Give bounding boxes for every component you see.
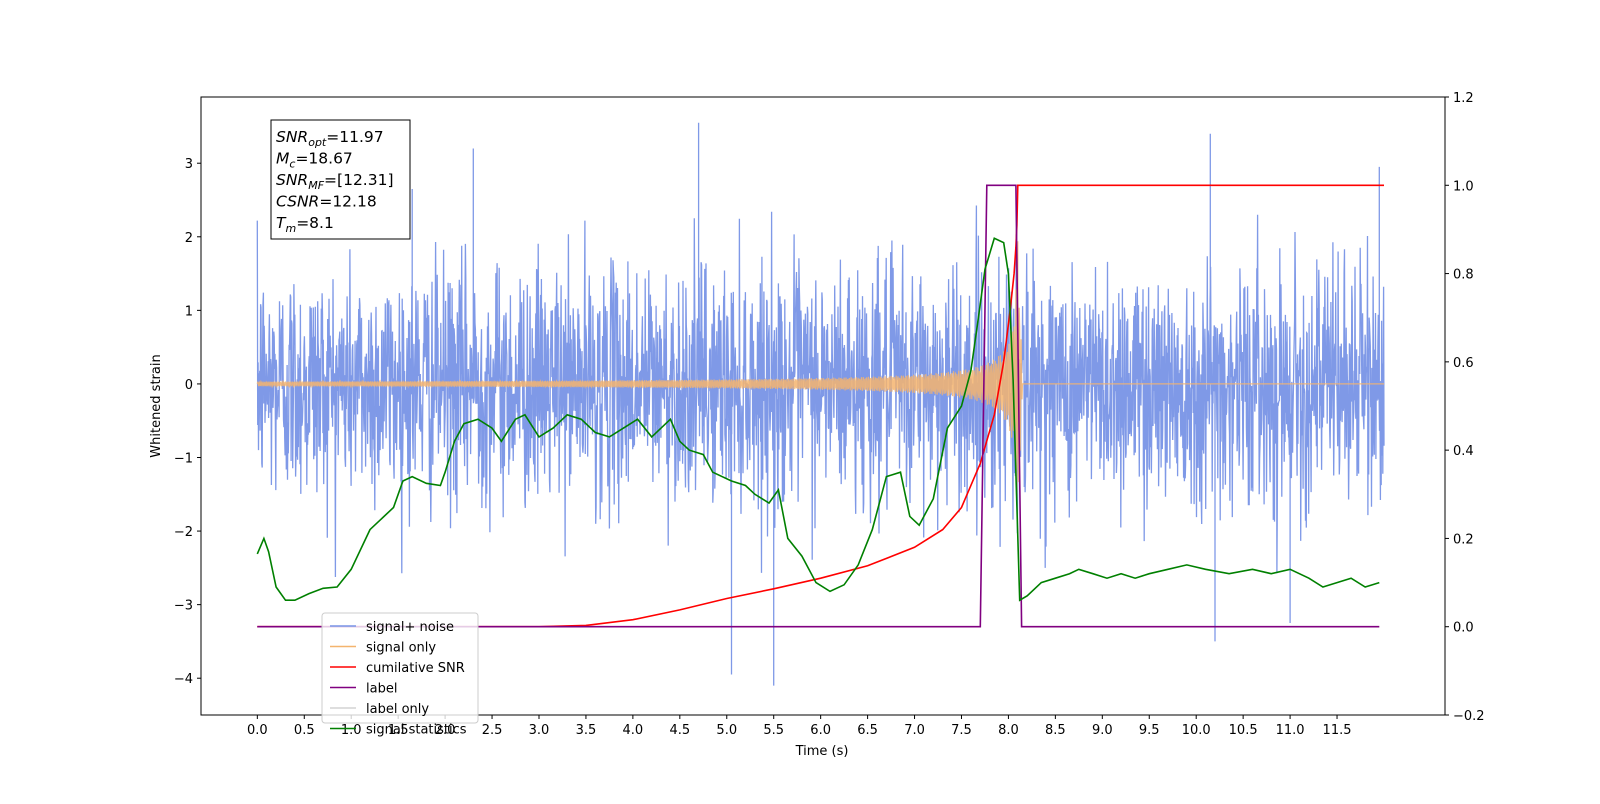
y-axis-label: Whitened strain xyxy=(149,354,164,457)
stats-box-frame xyxy=(270,119,411,240)
series-cumulative-snr xyxy=(257,184,1384,628)
y-tick-label: −1 xyxy=(174,452,193,467)
x-tick-label: 7.5 xyxy=(951,723,972,738)
y-tick-label: −2 xyxy=(174,525,193,540)
x-tick-label: 1.5 xyxy=(388,723,409,738)
x-tick-label: 2.0 xyxy=(435,723,456,738)
legend-label: label xyxy=(366,682,397,697)
stats-annotation-box: SNRopt=11.97Mc=18.67SNRMF=[12.31]CSNR=12… xyxy=(270,119,411,240)
y-right-tick-label: 0.2 xyxy=(1453,532,1474,547)
x-tick-label: 10.0 xyxy=(1182,723,1211,738)
series-signal-noise xyxy=(256,122,1385,686)
stats-line: SNRMF=[12.31] xyxy=(276,171,394,192)
x-tick-label: 3.5 xyxy=(576,723,597,738)
stats-line: SNRopt=11.97 xyxy=(276,128,384,149)
y-right-tick-label: −0.2 xyxy=(1453,709,1485,724)
y-tick-label: 3 xyxy=(185,157,193,172)
x-tick-label: 9.0 xyxy=(1092,723,1113,738)
x-axis-label: Time (s) xyxy=(795,744,849,759)
legend-label: signal only xyxy=(366,641,436,656)
series-label xyxy=(257,184,1380,628)
x-tick-label: 10.5 xyxy=(1229,723,1258,738)
x-tick-label: 5.5 xyxy=(763,723,784,738)
legend: signal+ noise signal only cumilative SNR la… xyxy=(321,612,479,738)
x-tick-label: 6.0 xyxy=(810,723,831,738)
x-tick-label: 0.5 xyxy=(294,723,315,738)
x-tick-label: 4.0 xyxy=(623,723,644,738)
x-tick-label: 5.0 xyxy=(716,723,737,738)
plot-frame xyxy=(200,96,1446,716)
x-tick-label: 1.0 xyxy=(341,723,362,738)
y-right-tick-label: 0.8 xyxy=(1453,268,1474,283)
y-right-tick-label: 0.0 xyxy=(1453,621,1474,636)
x-tick-label: 8.0 xyxy=(998,723,1019,738)
x-tick-label: 4.5 xyxy=(669,723,690,738)
y-tick-label: −4 xyxy=(174,672,193,687)
legend-frame xyxy=(321,612,479,724)
y-tick-label: 1 xyxy=(185,304,193,319)
stats-line: Mc=18.67 xyxy=(276,150,353,171)
y-tick-label: 2 xyxy=(185,231,193,246)
x-tick-label: 6.5 xyxy=(857,723,878,738)
y-tick-label: 0 xyxy=(185,378,193,393)
y-right-tick-label: 0.4 xyxy=(1453,444,1474,459)
x-tick-label: 8.5 xyxy=(1045,723,1066,738)
legend-label: label only xyxy=(366,702,429,717)
legend-label: cumilative SNR xyxy=(366,661,465,676)
series-signal-statistics xyxy=(256,237,1380,602)
series-signal-only xyxy=(256,241,1384,500)
x-tick-label: 11.5 xyxy=(1323,723,1352,738)
stats-line: Tm=8.1 xyxy=(276,214,334,235)
x-tick-label: 9.5 xyxy=(1139,723,1160,738)
x-tick-label: 11.0 xyxy=(1276,723,1305,738)
y-tick-label: −3 xyxy=(174,599,193,614)
x-tick-label: 0.0 xyxy=(247,723,268,738)
y-right-tick-label: 0.6 xyxy=(1453,356,1474,371)
y-right-tick-label: 1.2 xyxy=(1453,91,1474,106)
legend-label: signal statistics xyxy=(366,723,467,738)
x-tick-label: 7.0 xyxy=(904,723,925,738)
y-right-tick-label: 1.0 xyxy=(1453,179,1474,194)
legend-label: signal+ noise xyxy=(366,620,454,635)
x-tick-label: 2.5 xyxy=(482,723,503,738)
x-tick-label: 3.0 xyxy=(529,723,550,738)
stats-line: CSNR=12.18 xyxy=(276,193,377,211)
